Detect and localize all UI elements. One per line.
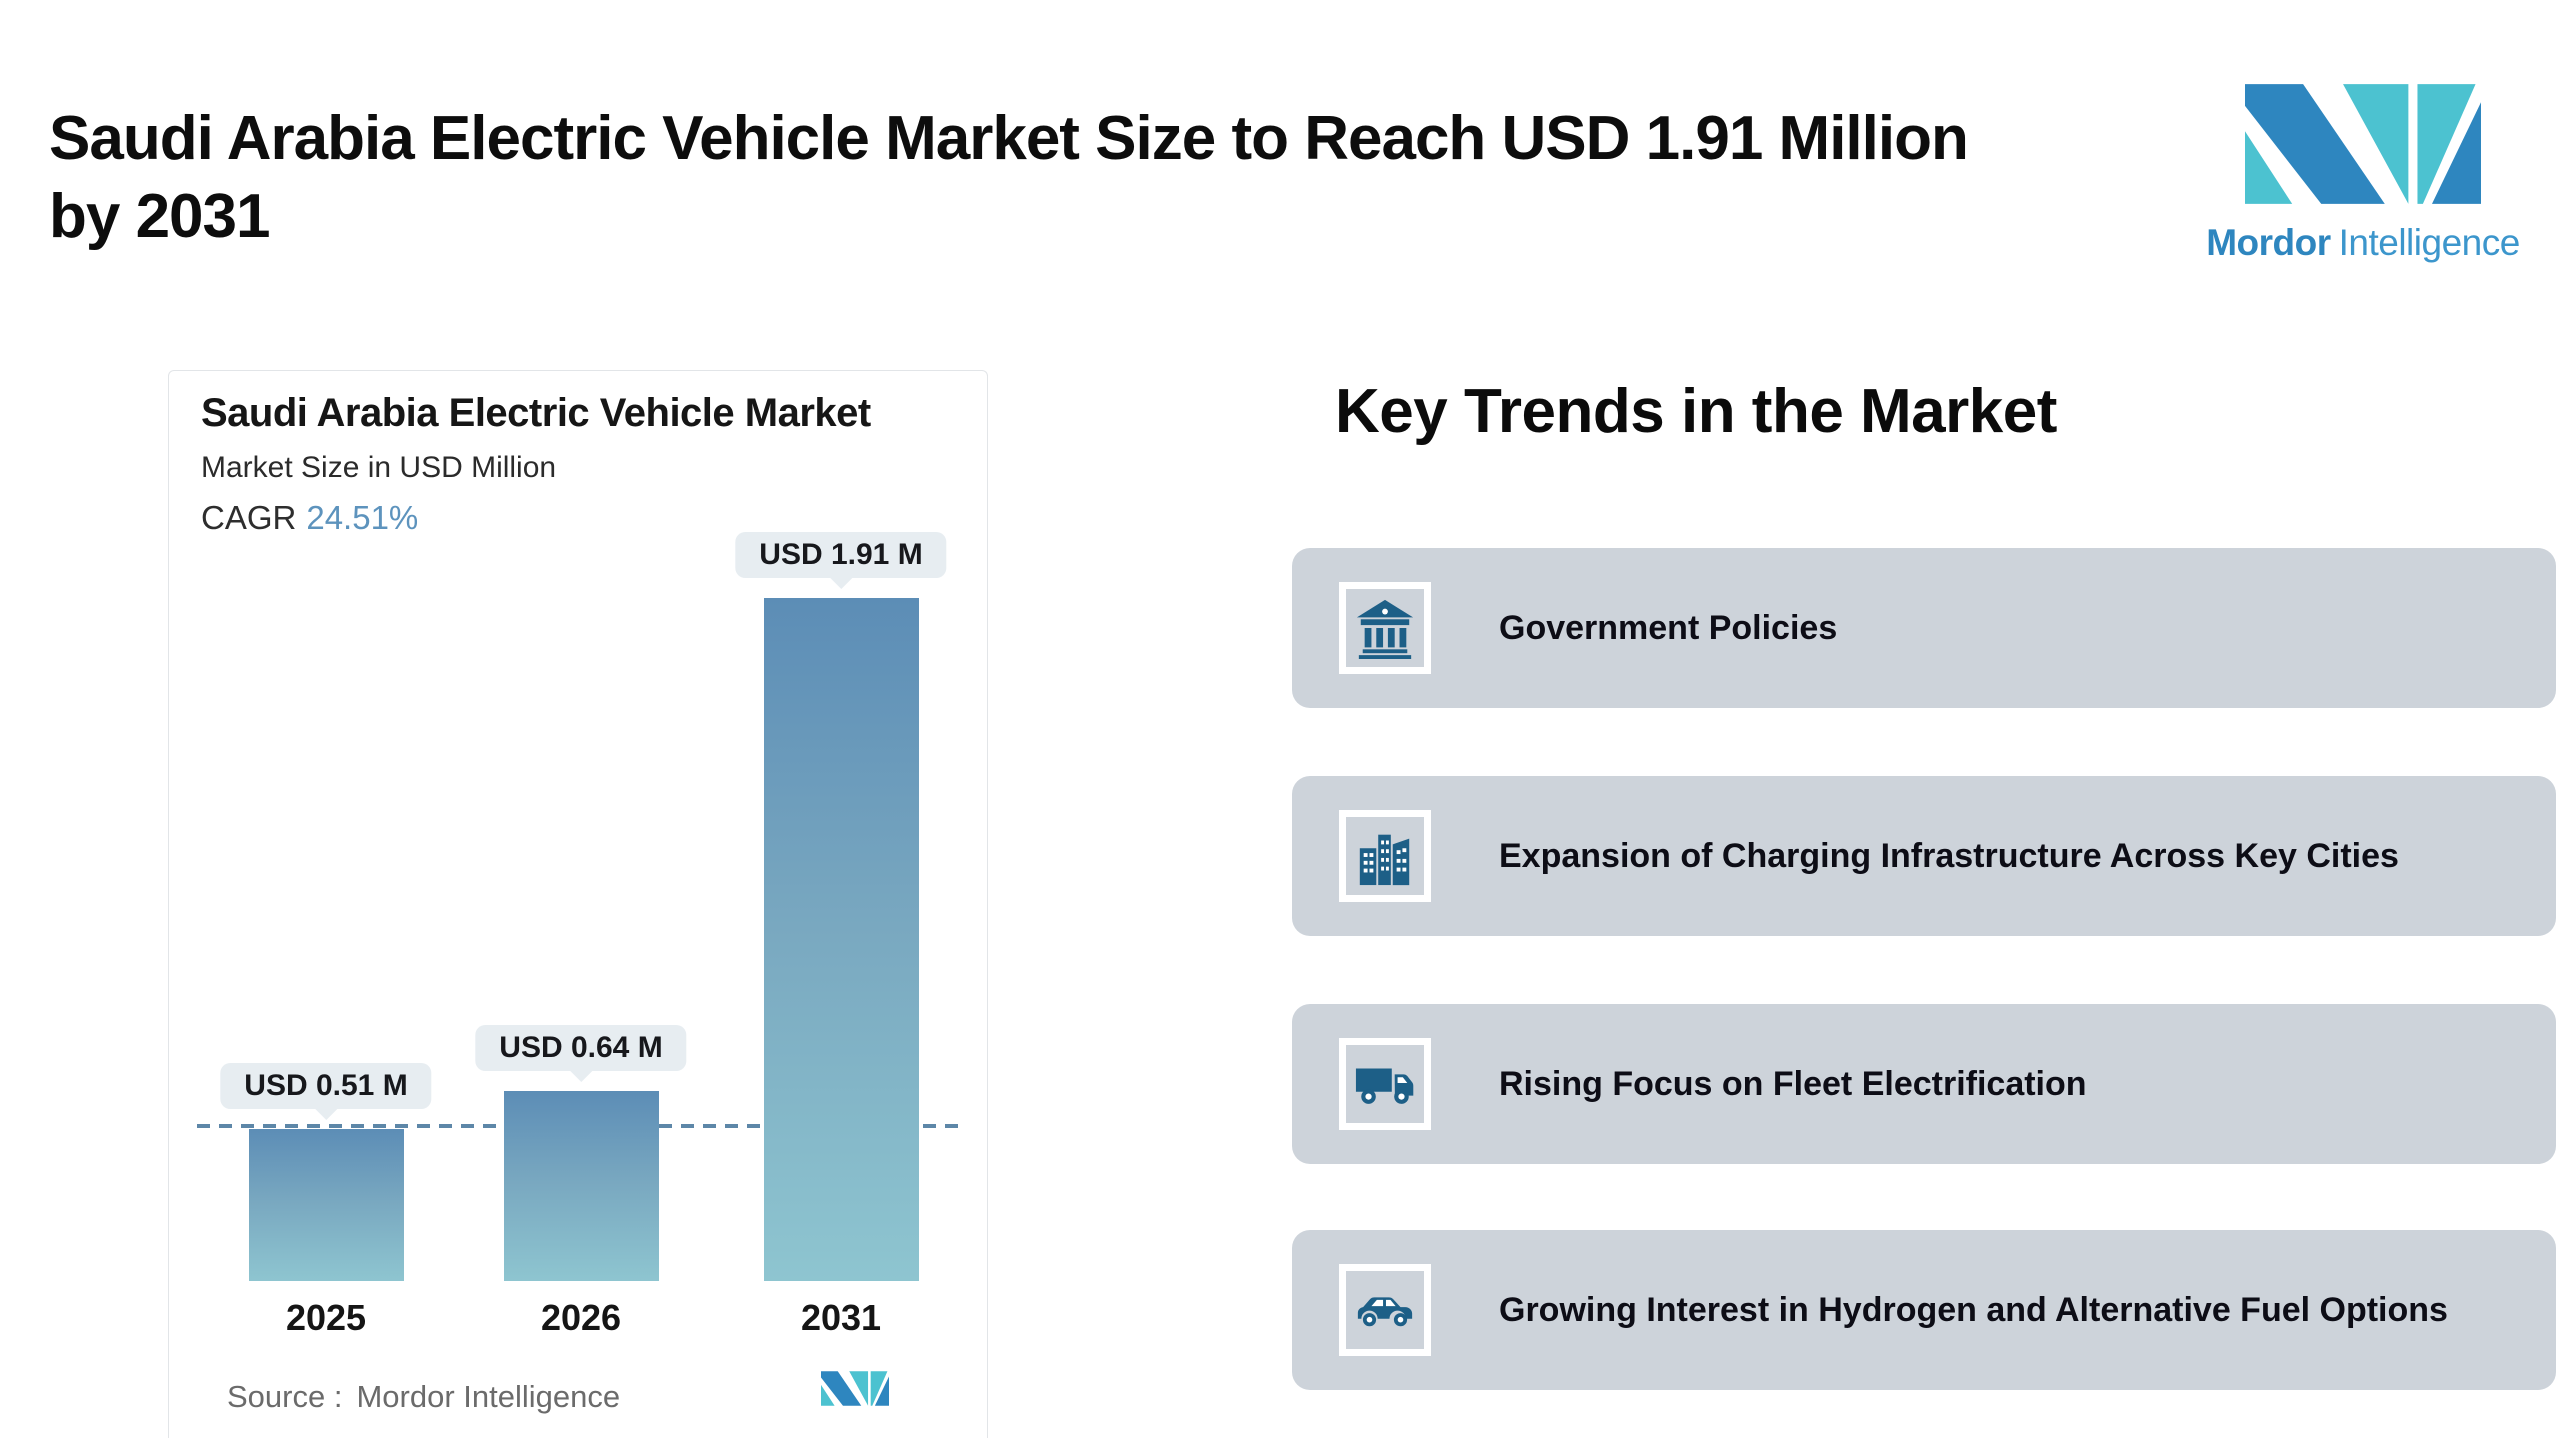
brand-name-light: Intelligence	[2338, 222, 2521, 263]
cagr-value: 24.51%	[306, 499, 419, 536]
bar-value-badge: USD 1.91 M	[735, 532, 947, 578]
bar-group-2025: USD 0.51 M 2025	[220, 1063, 432, 1338]
page-title-line2: by 2031	[49, 181, 271, 251]
chart-subtitle: Market Size in USD Million	[201, 451, 557, 484]
mordor-intelligence-logo-icon	[2245, 84, 2481, 204]
truck-icon	[1339, 1038, 1431, 1130]
axis-label-2031: 2031	[800, 1297, 882, 1338]
source-label: Source :	[227, 1379, 343, 1414]
city-buildings-icon	[1339, 810, 1431, 902]
car-icon	[1339, 1264, 1431, 1356]
trend-card-government-policies: Government Policies	[1292, 548, 2556, 708]
bar-value-badge: USD 0.51 M	[220, 1063, 432, 1109]
trend-card-fleet-electrification: Rising Focus on Fleet Electrification	[1292, 1004, 2556, 1164]
bar-2031	[763, 598, 919, 1281]
axis-label-2025: 2025	[285, 1297, 367, 1338]
bar-2025	[248, 1129, 404, 1281]
mordor-intelligence-logo-icon	[821, 1371, 889, 1406]
trend-card-charging-infrastructure: Expansion of Charging Infrastructure Acr…	[1292, 776, 2556, 936]
chart-cagr: CAGR 24.51%	[201, 499, 418, 537]
market-chart-card: Saudi Arabia Electric Vehicle Market Mar…	[168, 370, 988, 1438]
trend-label: Government Policies	[1499, 608, 1838, 647]
brand-logo: Mordor Intelligence	[2205, 30, 2521, 318]
source-attribution: Source : Mordor Intelligence	[227, 1379, 620, 1415]
brand-name-bold: Mordor	[2206, 222, 2331, 263]
bar-2026	[503, 1091, 659, 1281]
brand-wordmark: Mordor Intelligence	[2206, 222, 2520, 264]
axis-label-2026: 2026	[540, 1297, 622, 1338]
bar-group-2031: USD 1.91 M 2031	[735, 532, 947, 1338]
bar-chart-plot: USD 0.51 M 2025 USD 0.64 M 2026 USD 1.91…	[169, 371, 989, 1338]
trend-label: Growing Interest in Hydrogen and Alterna…	[1499, 1290, 2448, 1329]
trends-heading: Key Trends in the Market	[1335, 377, 2057, 446]
trend-label: Expansion of Charging Infrastructure Acr…	[1499, 836, 2399, 875]
bar-group-2026: USD 0.64 M 2026	[475, 1025, 687, 1338]
chart-title: Saudi Arabia Electric Vehicle Market	[201, 391, 871, 435]
page-title-line1: Saudi Arabia Electric Vehicle Market Siz…	[49, 103, 1969, 173]
source-value: Mordor Intelligence	[356, 1379, 621, 1414]
bank-icon	[1339, 582, 1431, 674]
bar-value-badge: USD 0.64 M	[475, 1025, 687, 1071]
page-title: Saudi Arabia Electric Vehicle Market Siz…	[49, 100, 2179, 256]
trend-label: Rising Focus on Fleet Electrification	[1499, 1064, 2087, 1103]
trend-card-hydrogen-alternative-fuel: Growing Interest in Hydrogen and Alterna…	[1292, 1230, 2556, 1390]
cagr-label: CAGR	[201, 499, 297, 536]
